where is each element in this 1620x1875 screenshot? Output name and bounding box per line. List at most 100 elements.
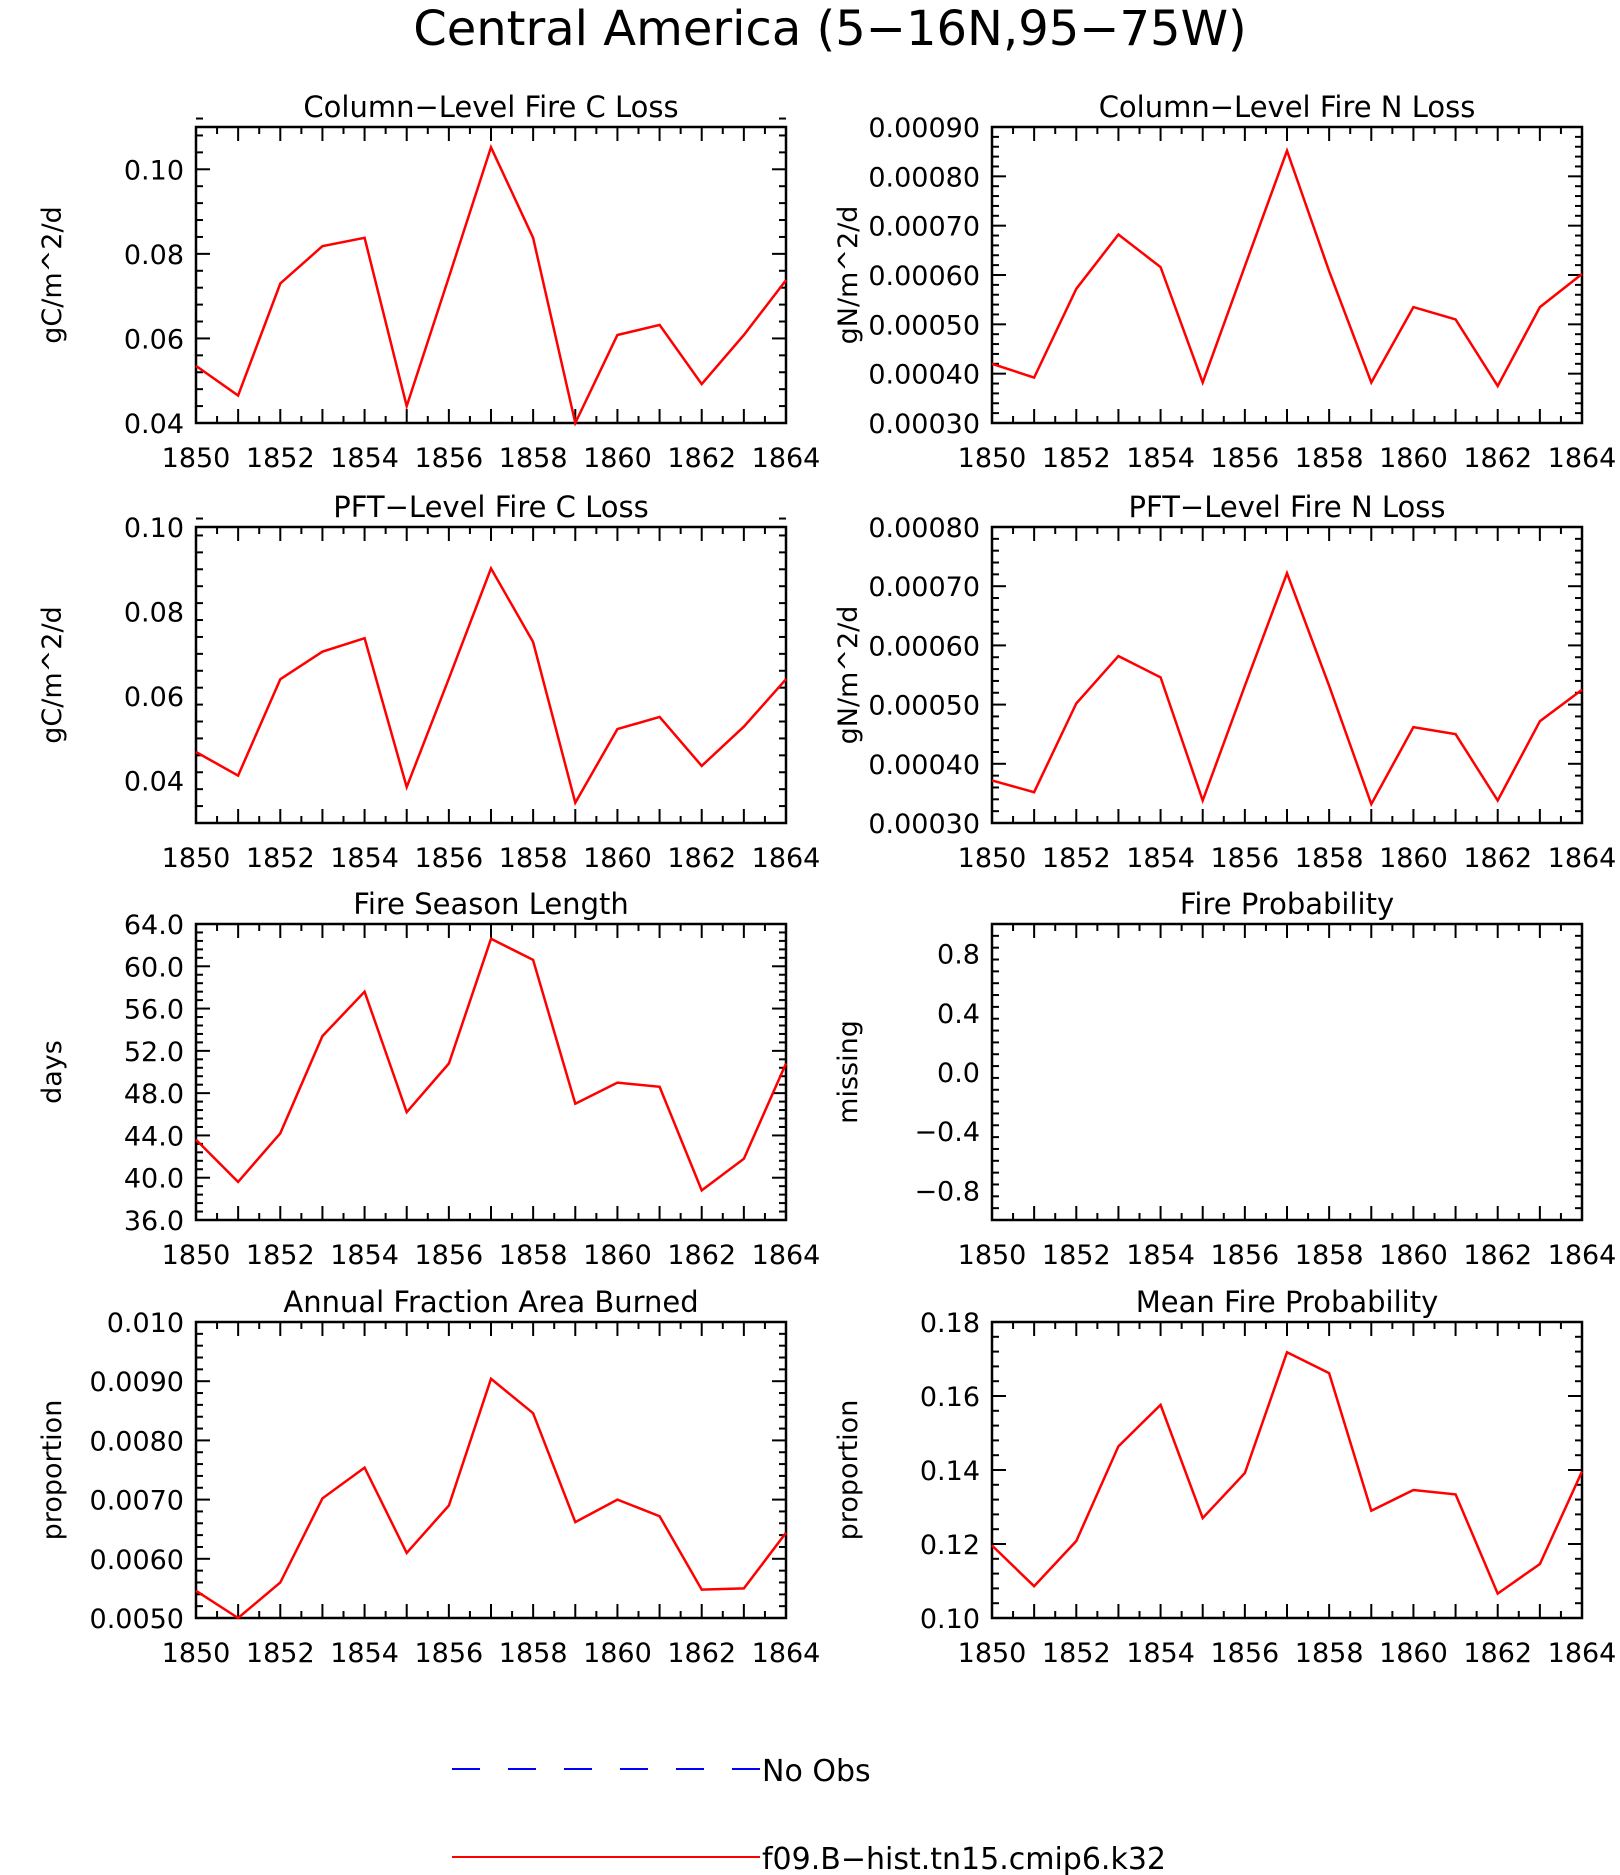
y-tick-label: 0.00040 xyxy=(868,360,980,391)
series-line-0 xyxy=(195,1376,787,1620)
y-tick-label: 0.00050 xyxy=(868,310,980,341)
y-tick-label: 0.00040 xyxy=(868,750,980,781)
plot-frame xyxy=(194,525,788,825)
x-tick-label: 1850 xyxy=(162,1638,231,1669)
panel-title: Fire Season Length xyxy=(353,887,628,921)
x-tick-label: 1856 xyxy=(414,843,483,874)
x-tick-label: 1862 xyxy=(1463,843,1532,874)
x-tick-label: 1854 xyxy=(1126,1638,1195,1669)
x-tick-label: 1858 xyxy=(1295,1638,1364,1669)
plot-frame xyxy=(194,125,788,425)
y-tick-label: 40.0 xyxy=(124,1164,184,1195)
legend-model-label: f09.B−hist.tn15.cmip6.k32 xyxy=(762,1842,1166,1875)
x-tick-label: 1862 xyxy=(667,1240,736,1271)
x-tick-label: 1852 xyxy=(246,1638,315,1669)
y-axis-label: gC/m^2/d xyxy=(37,206,68,343)
panel-4: Fire Season Length days 1850 1852 1854 1856 18… xyxy=(37,887,820,1271)
y-tick-label: 0.8 xyxy=(937,940,980,971)
x-tick-label: 1860 xyxy=(583,1638,652,1669)
x-tick-label: 1858 xyxy=(499,1240,568,1271)
x-tick-label: 1854 xyxy=(1126,443,1195,474)
x-tick-label: 1860 xyxy=(583,1240,652,1271)
panel-1: Column−Level Fire N Loss gN/m^2/d 1850 1852… xyxy=(833,90,1616,474)
y-tick-label: 0.00070 xyxy=(868,212,980,243)
x-tick-label: 1862 xyxy=(667,443,736,474)
y-tick-label: 0.00060 xyxy=(868,631,980,662)
panel-3: PFT−Level Fire N Loss gN/m^2/d 1850 1852 185… xyxy=(833,490,1616,874)
panel-title: Annual Fraction Area Burned xyxy=(283,1285,698,1319)
x-tick-label: 1852 xyxy=(246,843,315,874)
x-tick-label: 1850 xyxy=(958,443,1027,474)
y-tick-label: 0.08 xyxy=(124,240,184,271)
x-tick-label: 1850 xyxy=(162,443,231,474)
x-tick-label: 1858 xyxy=(1295,1240,1364,1271)
x-tick-label: 1850 xyxy=(162,843,231,874)
x-tick-label: 1860 xyxy=(1379,443,1448,474)
panel-title: Column−Level Fire N Loss xyxy=(1099,90,1476,124)
y-tick-label: −0.8 xyxy=(914,1176,980,1207)
y-tick-label: 0.04 xyxy=(124,767,184,798)
x-tick-label: 1850 xyxy=(162,1240,231,1271)
y-tick-label: 64.0 xyxy=(124,910,184,941)
legend: No Obs f09.B−hist.tn15.cmip6.k32 xyxy=(452,1754,1166,1875)
x-tick-label: 1864 xyxy=(1548,1638,1617,1669)
y-tick-label: 60.0 xyxy=(124,952,184,983)
y-tick-label: 56.0 xyxy=(124,995,184,1026)
panel-6: Annual Fraction Area Burned proportion 185… xyxy=(37,1285,820,1669)
series-line-0 xyxy=(195,143,787,427)
series-line-0 xyxy=(195,937,788,1193)
x-tick-label: 1852 xyxy=(1042,443,1111,474)
x-tick-label: 1856 xyxy=(1210,1638,1279,1669)
y-axis-label: proportion xyxy=(37,1400,68,1541)
x-tick-label: 1856 xyxy=(1210,843,1279,874)
x-tick-label: 1854 xyxy=(1126,843,1195,874)
plot-frame xyxy=(990,1320,1584,1620)
plot-frame xyxy=(194,922,788,1222)
plot-frame xyxy=(194,1320,788,1620)
y-tick-label: 0.0 xyxy=(937,1058,980,1089)
panel-title: Column−Level Fire C Loss xyxy=(303,90,678,124)
y-tick-label: 0.08 xyxy=(124,598,184,629)
y-tick-label: 0.0060 xyxy=(90,1545,184,1576)
y-tick-label: 0.10 xyxy=(124,513,184,544)
x-tick-label: 1852 xyxy=(1042,843,1111,874)
x-tick-label: 1860 xyxy=(1379,1638,1448,1669)
y-axis-label: gN/m^2/d xyxy=(833,606,864,745)
x-tick-label: 1864 xyxy=(1548,1240,1617,1271)
panel-0: Column−Level Fire C Loss gC/m^2/d 1850 1852… xyxy=(37,90,820,474)
x-tick-label: 1856 xyxy=(1210,443,1279,474)
y-tick-label: 0.10 xyxy=(920,1604,980,1635)
panel-title: PFT−Level Fire N Loss xyxy=(1129,490,1446,524)
x-tick-label: 1854 xyxy=(1126,1240,1195,1271)
y-tick-label: 0.0050 xyxy=(90,1604,184,1635)
x-tick-label: 1858 xyxy=(1295,443,1364,474)
x-tick-label: 1862 xyxy=(667,843,736,874)
y-tick-label: 0.00070 xyxy=(868,572,980,603)
panel-title: Fire Probability xyxy=(1180,887,1394,921)
x-tick-label: 1852 xyxy=(246,1240,315,1271)
x-tick-label: 1858 xyxy=(499,843,568,874)
panels: Column−Level Fire C Loss gC/m^2/d 1850 1852… xyxy=(37,90,1616,1669)
x-tick-label: 1854 xyxy=(330,1240,399,1271)
x-tick-label: 1860 xyxy=(583,843,652,874)
y-tick-label: 0.12 xyxy=(920,1530,980,1561)
y-tick-label: 48.0 xyxy=(124,1079,184,1110)
y-axis-label: missing xyxy=(833,1020,864,1124)
series-line-0 xyxy=(195,565,787,806)
y-tick-label: 0.10 xyxy=(124,155,184,186)
y-axis-label: gC/m^2/d xyxy=(37,606,68,743)
x-tick-label: 1860 xyxy=(583,443,652,474)
x-tick-label: 1850 xyxy=(958,843,1027,874)
y-axis-label: gN/m^2/d xyxy=(833,206,864,345)
y-tick-label: 0.00080 xyxy=(868,162,980,193)
y-tick-label: 0.00050 xyxy=(868,691,980,722)
x-tick-label: 1864 xyxy=(1548,443,1617,474)
y-tick-label: 36.0 xyxy=(124,1206,184,1237)
y-tick-label: 0.18 xyxy=(920,1308,980,1339)
x-tick-label: 1862 xyxy=(1463,1638,1532,1669)
panel-title: PFT−Level Fire C Loss xyxy=(333,490,649,524)
plot-frame xyxy=(990,525,1584,825)
legend-obs-label: No Obs xyxy=(762,1754,871,1789)
panel-5: Fire Probability missing 1850 1852 1854 1856 1… xyxy=(833,887,1616,1271)
